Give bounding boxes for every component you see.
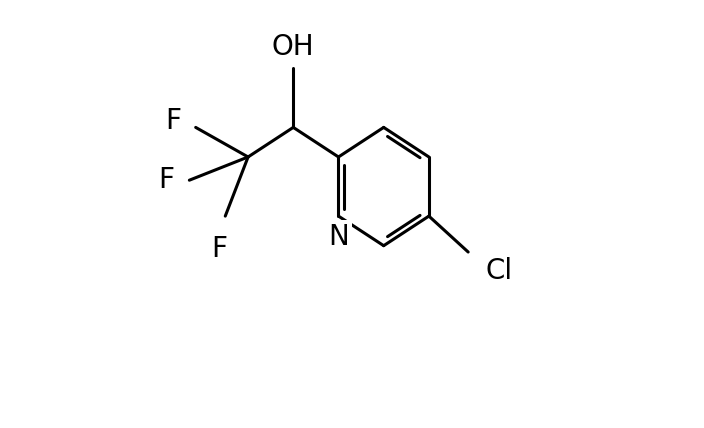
Text: Cl: Cl bbox=[485, 257, 513, 285]
Text: F: F bbox=[211, 235, 227, 263]
Text: F: F bbox=[158, 166, 175, 194]
Text: OH: OH bbox=[272, 33, 315, 61]
Text: N: N bbox=[328, 223, 349, 251]
Text: F: F bbox=[165, 107, 181, 135]
